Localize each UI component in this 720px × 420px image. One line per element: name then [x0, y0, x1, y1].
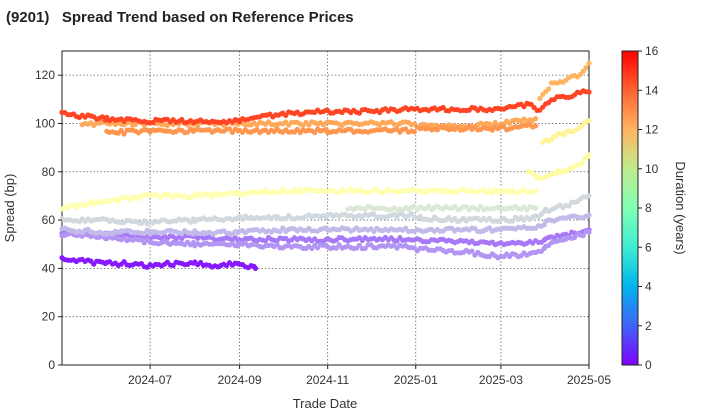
data-point: [537, 95, 543, 102]
x-axis-label: Trade Date: [293, 396, 358, 411]
data-point: [115, 198, 121, 204]
data-point: [408, 210, 414, 217]
data-point: [179, 116, 185, 123]
data-point: [546, 86, 552, 92]
data-point: [533, 123, 539, 129]
data-point: [586, 212, 592, 218]
colorbar-tick-label: 16: [645, 44, 659, 58]
data-point: [469, 248, 475, 254]
x-tick-label: 2025-01: [394, 373, 438, 387]
data-point: [144, 227, 150, 233]
colorbar-ticks: 0 2 4 6 8 10 12 14 16: [638, 44, 659, 372]
data-point: [232, 235, 238, 241]
colorbar: [621, 50, 639, 366]
data-point: [486, 225, 492, 231]
data-point: [226, 126, 233, 132]
chart-title: (9201) Spread Trend based on Reference P…: [6, 9, 354, 26]
data-point: [566, 203, 572, 209]
y-tick-label: 60: [42, 213, 56, 227]
data-point: [209, 194, 215, 200]
y-tick-label: 100: [35, 116, 55, 130]
data-point: [586, 89, 592, 95]
data-point: [579, 123, 585, 129]
x-tick-label: 2024-11: [306, 373, 349, 387]
data-point: [118, 127, 124, 133]
data-point: [572, 234, 578, 241]
data-point: [475, 207, 481, 213]
data-point: [583, 65, 589, 71]
colorbar-tick-label: 10: [645, 162, 659, 176]
data-point: [411, 203, 417, 209]
data-point: [586, 118, 592, 124]
data-point: [586, 60, 592, 66]
data-point: [561, 132, 568, 138]
data-point: [586, 193, 592, 199]
colorbar-tick-label: 12: [645, 123, 659, 137]
axes: 0 20 40 60 80 100 120 2024-07 2024-09 2024-11 2025…: [35, 68, 611, 387]
colorbar-tick-label: 0: [645, 358, 652, 372]
data-point: [426, 203, 432, 209]
data-point: [577, 72, 583, 78]
colorbar-tick-label: 8: [645, 201, 652, 215]
colorbar-label: Duration (years): [673, 161, 688, 254]
data-point: [263, 238, 269, 244]
y-tick-label: 0: [48, 358, 55, 372]
data-point: [533, 205, 539, 211]
data-point: [283, 112, 289, 118]
y-axis-label: Spread (bp): [2, 174, 17, 243]
data-point: [121, 131, 127, 137]
data-point: [362, 245, 368, 251]
data-point: [312, 129, 318, 136]
colorbar-tick-label: 2: [645, 319, 652, 333]
y-tick-label: 20: [42, 310, 56, 324]
data-points: [59, 60, 592, 271]
colorbar-tick-label: 6: [645, 240, 652, 254]
data-point: [478, 203, 484, 209]
data-point: [531, 172, 537, 178]
data-point: [586, 152, 592, 158]
colorbar-tick-label: 4: [645, 280, 652, 294]
y-tick-label: 40: [42, 261, 56, 275]
data-point: [394, 238, 400, 244]
y-tick-label: 80: [42, 165, 56, 179]
data-point: [579, 160, 585, 166]
data-point: [580, 68, 586, 74]
y-tick-label: 120: [35, 68, 55, 82]
data-point: [521, 104, 527, 110]
data-point: [411, 129, 417, 135]
data-point: [533, 116, 539, 122]
data-point: [277, 228, 283, 235]
data-point: [533, 188, 539, 194]
colorbar-tick-label: 14: [645, 83, 659, 97]
data-point: [586, 229, 592, 235]
x-tick-label: 2024-09: [218, 373, 262, 387]
data-point: [280, 225, 286, 231]
data-point: [580, 233, 586, 239]
data-point: [452, 203, 458, 209]
x-tick-label: 2025-03: [479, 373, 523, 387]
data-point: [394, 214, 400, 220]
x-tick-label: 2024-07: [128, 373, 172, 387]
data-point: [509, 218, 516, 224]
data-point: [252, 265, 259, 271]
x-tick-label: 2025-05: [567, 373, 611, 387]
